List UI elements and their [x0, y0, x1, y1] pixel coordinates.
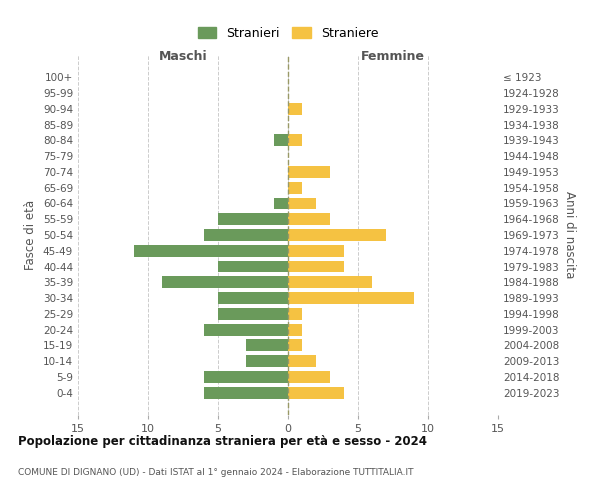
Bar — [218, 214, 288, 225]
Bar — [288, 134, 302, 146]
Y-axis label: Fasce di età: Fasce di età — [25, 200, 37, 270]
Bar — [288, 103, 302, 115]
Text: Femmine: Femmine — [361, 50, 425, 63]
Bar — [288, 308, 302, 320]
Bar — [218, 308, 288, 320]
Text: Popolazione per cittadinanza straniera per età e sesso - 2024: Popolazione per cittadinanza straniera p… — [18, 435, 427, 448]
Bar — [288, 245, 344, 256]
Y-axis label: Anni di nascita: Anni di nascita — [563, 192, 576, 278]
Bar — [274, 134, 288, 146]
Bar — [204, 387, 288, 398]
Bar — [288, 182, 302, 194]
Bar — [288, 387, 344, 398]
Bar — [218, 292, 288, 304]
Bar — [288, 371, 330, 383]
Bar — [246, 356, 288, 367]
Bar — [218, 260, 288, 272]
Bar — [274, 198, 288, 209]
Bar — [288, 276, 372, 288]
Legend: Stranieri, Straniere: Stranieri, Straniere — [193, 22, 383, 44]
Bar — [288, 292, 414, 304]
Bar — [204, 229, 288, 241]
Bar — [204, 324, 288, 336]
Bar — [288, 166, 330, 178]
Bar — [288, 214, 330, 225]
Bar — [288, 229, 386, 241]
Bar — [204, 371, 288, 383]
Bar — [288, 198, 316, 209]
Bar — [246, 340, 288, 351]
Bar — [288, 340, 302, 351]
Text: Maschi: Maschi — [158, 50, 208, 63]
Bar — [162, 276, 288, 288]
Text: COMUNE DI DIGNANO (UD) - Dati ISTAT al 1° gennaio 2024 - Elaborazione TUTTITALIA: COMUNE DI DIGNANO (UD) - Dati ISTAT al 1… — [18, 468, 413, 477]
Bar — [134, 245, 288, 256]
Bar — [288, 260, 344, 272]
Bar — [288, 324, 302, 336]
Bar — [288, 356, 316, 367]
